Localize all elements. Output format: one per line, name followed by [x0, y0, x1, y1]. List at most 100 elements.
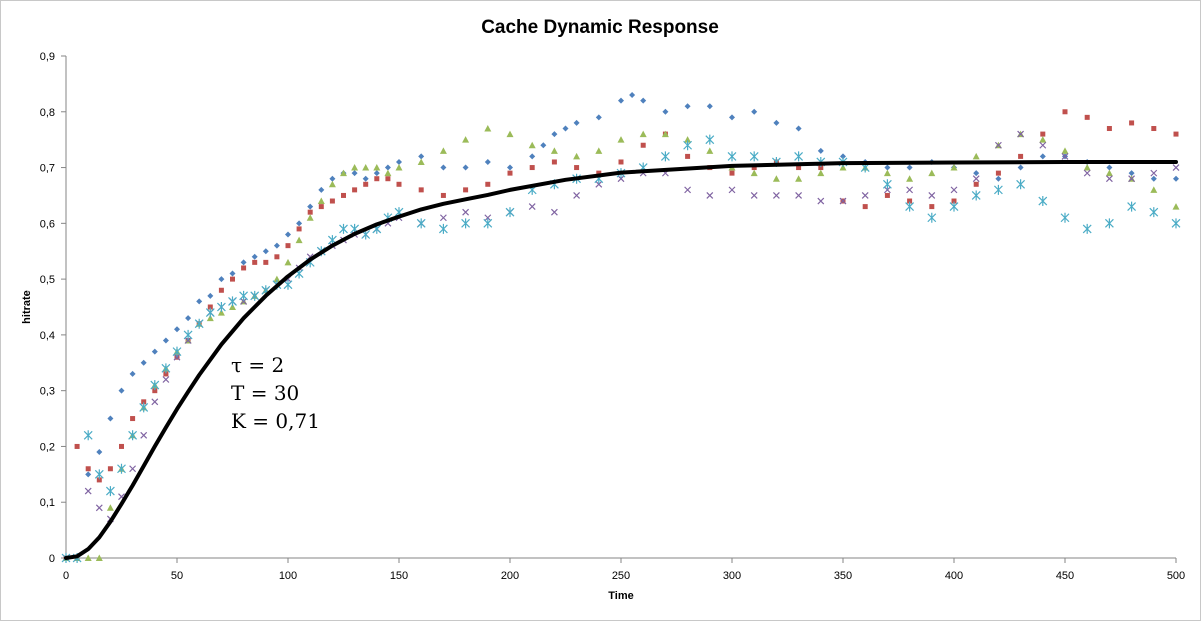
data-point: [1172, 164, 1180, 171]
data-point: [1150, 175, 1157, 182]
data-point: [139, 402, 149, 413]
data-point: [418, 153, 425, 160]
data-point: [230, 276, 235, 282]
data-point: [228, 296, 237, 307]
data-point: [684, 136, 692, 143]
data-point: [119, 443, 124, 449]
data-point: [951, 198, 957, 204]
data-point: [618, 159, 624, 165]
x-tick-label: 200: [501, 570, 519, 582]
data-point: [117, 463, 126, 474]
data-point: [507, 164, 513, 171]
data-point: [1061, 147, 1069, 154]
series-run-5: [61, 134, 1181, 563]
data-point: [283, 279, 293, 290]
data-point: [1127, 201, 1137, 212]
data-point: [751, 108, 758, 115]
data-point: [352, 187, 358, 193]
data-point: [706, 147, 714, 154]
data-point: [140, 431, 148, 439]
data-point: [205, 307, 215, 318]
data-point: [550, 147, 558, 154]
data-point: [971, 190, 981, 201]
data-point: [74, 443, 80, 449]
data-point: [1062, 109, 1068, 115]
data-point: [1060, 212, 1070, 223]
data-point: [1082, 223, 1092, 234]
data-point: [839, 164, 847, 171]
data-point: [1149, 207, 1159, 218]
data-point: [1129, 120, 1135, 126]
data-point: [463, 187, 469, 193]
ticks: 0 50 100 150 200 250 300 350 400 450 500 0 0,1 0,2 0,3…: [40, 51, 1185, 582]
data-point: [905, 201, 915, 212]
data-point: [906, 164, 913, 171]
data-point: [207, 292, 214, 299]
x-tick-label: 450: [1056, 570, 1074, 582]
y-tick-label: 0: [49, 553, 55, 565]
data-point: [318, 186, 325, 193]
data-point: [273, 275, 281, 283]
data-point: [438, 223, 448, 234]
data-point: [728, 186, 736, 194]
x-tick-label: 0: [63, 570, 69, 582]
data-point: [683, 140, 693, 151]
x-tick-label: 500: [1167, 570, 1185, 582]
data-point: [351, 170, 358, 177]
data-point: [329, 198, 335, 204]
data-point: [994, 141, 1002, 149]
data-point: [285, 231, 291, 238]
data-point: [817, 197, 825, 205]
data-point: [1084, 114, 1090, 120]
x-tick-label: 400: [945, 570, 963, 582]
data-point: [950, 164, 958, 171]
data-point: [796, 165, 802, 171]
data-point: [218, 287, 224, 293]
y-tick-label: 0,6: [40, 218, 55, 230]
data-point: [84, 487, 92, 495]
data-point: [118, 387, 125, 394]
data-point: [105, 486, 115, 497]
data-point: [995, 170, 1001, 176]
data-point: [1083, 169, 1091, 177]
data-point: [595, 180, 603, 188]
data-point: [1128, 175, 1136, 183]
x-tick-label: 350: [834, 570, 852, 582]
data-point: [318, 204, 324, 210]
series-layer: [61, 92, 1181, 563]
data-point: [573, 119, 580, 126]
data-point: [462, 164, 469, 171]
data-point: [96, 449, 103, 456]
data-point: [550, 208, 558, 216]
data-point: [1061, 152, 1069, 160]
data-point: [161, 363, 171, 374]
data-point: [395, 164, 403, 171]
data-point: [173, 353, 181, 361]
data-point: [660, 151, 670, 162]
data-point: [794, 151, 804, 162]
y-tick-label: 0,9: [40, 51, 55, 63]
data-point: [906, 175, 914, 182]
data-point: [483, 218, 493, 229]
series-run-4: [62, 130, 1180, 562]
data-point: [363, 181, 369, 187]
data-point: [629, 92, 636, 99]
data-point: [551, 159, 557, 165]
y-tick-label: 0,4: [40, 330, 55, 342]
data-point: [995, 175, 1002, 182]
data-point: [795, 125, 802, 132]
data-point: [229, 270, 236, 277]
data-point: [274, 254, 280, 260]
data-point: [1173, 131, 1179, 137]
data-point: [685, 153, 691, 159]
data-point: [573, 152, 581, 160]
data-point: [973, 170, 980, 177]
data-point: [540, 142, 547, 149]
data-point: [374, 176, 380, 182]
data-point: [1017, 164, 1024, 171]
data-point: [461, 218, 471, 229]
data-point: [218, 276, 225, 283]
data-point: [94, 469, 104, 480]
y-tick-label: 0,7: [40, 163, 55, 175]
data-point: [162, 376, 170, 383]
